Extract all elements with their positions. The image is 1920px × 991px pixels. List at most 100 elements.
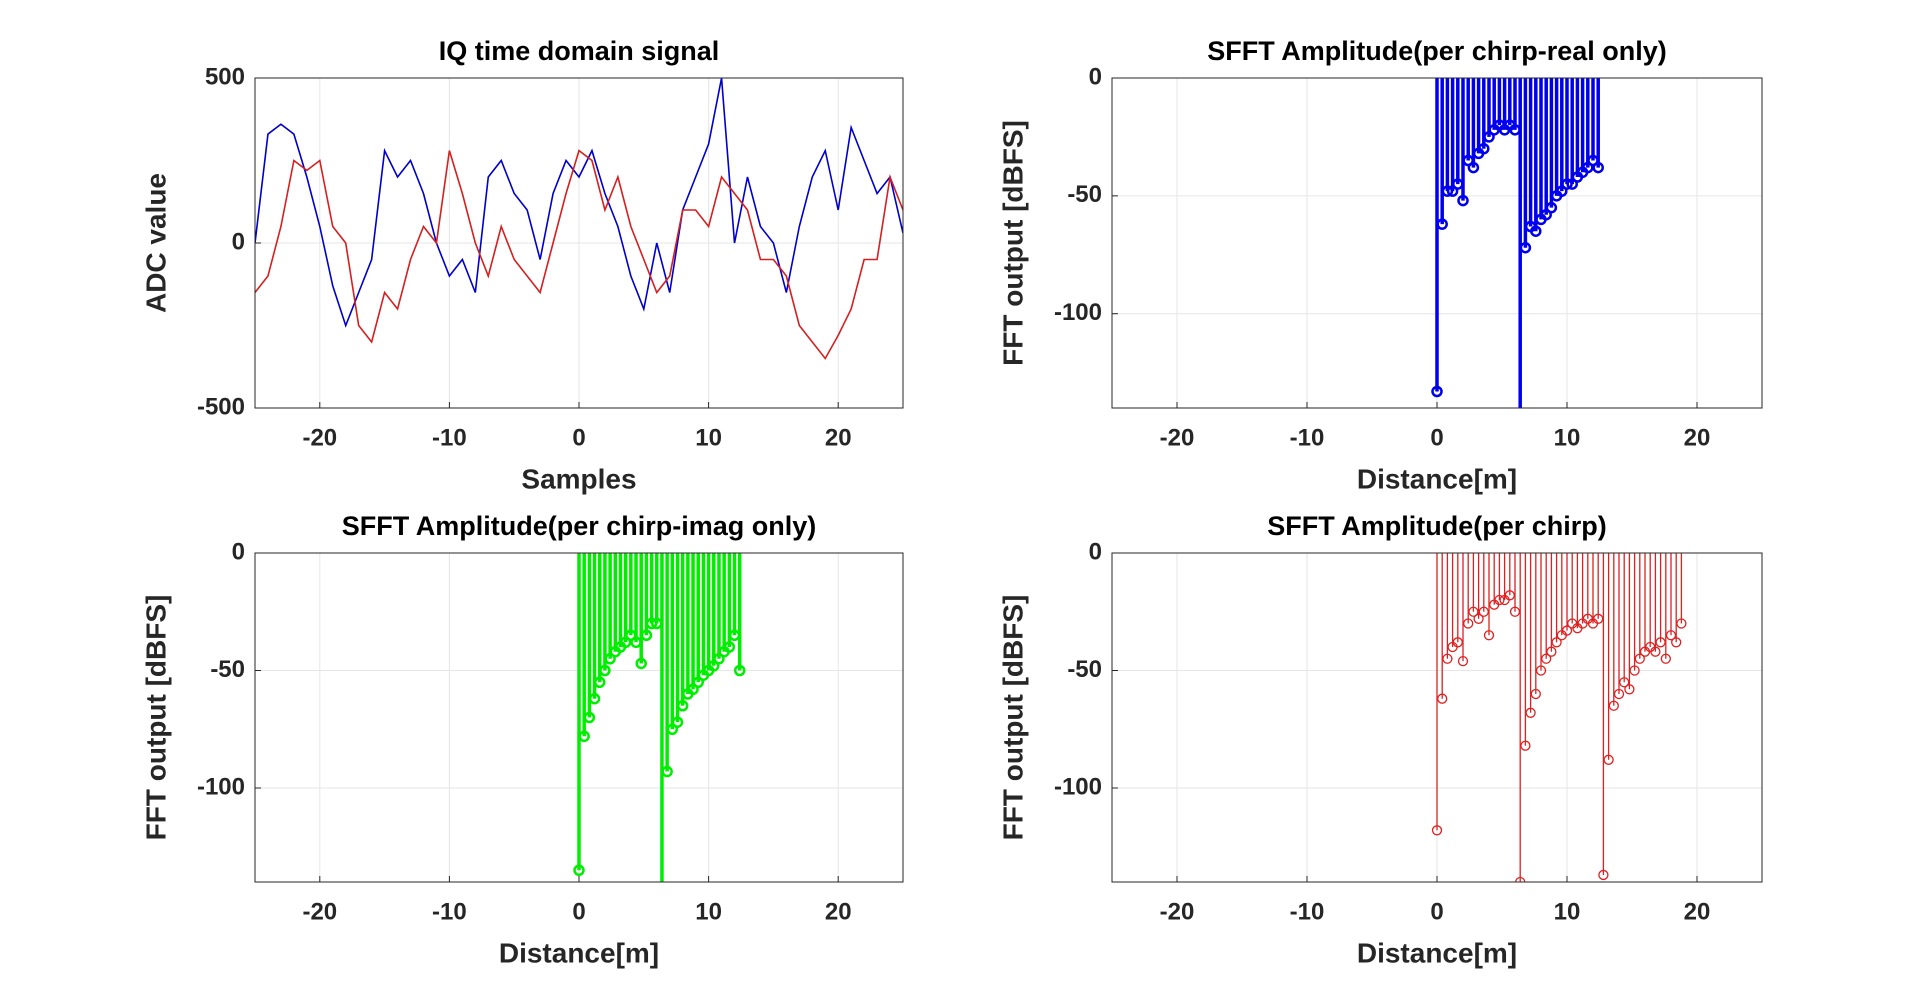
stem-marker: [578, 730, 590, 743]
stem-marker: [635, 657, 647, 670]
x-tick-label: 0: [572, 424, 585, 451]
x-tick-label: -20: [1160, 898, 1195, 925]
stem-marker: [1452, 637, 1463, 648]
stem-marker: [1431, 385, 1443, 398]
stem-marker: [1530, 688, 1541, 700]
stem-marker: [1655, 637, 1666, 648]
stem-marker: [733, 664, 746, 677]
stem-marker: [713, 653, 725, 665]
stem-marker: [1478, 606, 1489, 617]
plot-content: [255, 78, 903, 360]
plot-content: [1431, 553, 1687, 882]
stem-marker: [1660, 653, 1671, 664]
stem-marker: [692, 676, 704, 688]
stem-marker: [604, 653, 616, 665]
stem-marker: [1446, 185, 1459, 197]
stem-marker: [1598, 869, 1609, 881]
y-axis-label: ADC value: [140, 173, 171, 313]
x-tick-label: 20: [1684, 424, 1711, 451]
axes-box: [1111, 552, 1763, 883]
stem-marker: [1546, 646, 1557, 657]
x-tick-label: -20: [1160, 424, 1195, 451]
stem-marker: [1593, 613, 1604, 624]
x-tick-label: 0: [572, 898, 585, 925]
stem-marker: [661, 765, 673, 778]
x-tick-label: -20: [302, 898, 337, 925]
y-axis-label: FFT output [dBFS]: [997, 120, 1028, 366]
stem-marker: [1442, 653, 1453, 664]
stem-marker: [1467, 161, 1480, 174]
y-tick-label: -50: [1067, 656, 1102, 683]
x-tick-label: -10: [432, 424, 467, 451]
stem-marker: [1561, 625, 1573, 636]
stem-marker: [1525, 707, 1536, 718]
stem-marker: [1437, 693, 1448, 704]
stem-marker: [1483, 131, 1495, 143]
stem-marker: [666, 723, 679, 735]
stem-marker: [1566, 178, 1578, 190]
stem-marker: [1468, 606, 1479, 617]
stem-marker: [1478, 142, 1490, 155]
x-axis-label: Distance[m]: [1357, 463, 1517, 494]
stem-marker: [1619, 677, 1630, 688]
y-tick-label: -50: [210, 656, 245, 683]
y-tick-label: 500: [205, 63, 245, 90]
stem-marker: [1509, 606, 1521, 617]
x-axis-label: Distance[m]: [499, 937, 659, 968]
stem-marker: [1515, 876, 1526, 882]
x-axis-label: Distance[m]: [1357, 937, 1517, 968]
stem-marker: [1613, 688, 1625, 700]
y-tick-label: 0: [1089, 63, 1102, 90]
stem-marker: [1676, 618, 1687, 629]
stem-marker: [1634, 653, 1645, 664]
stem-marker: [676, 700, 689, 712]
stem-marker: [1665, 630, 1677, 641]
stem-marker: [1545, 201, 1558, 214]
stem-marker: [583, 711, 596, 724]
chart-title: SFFT Amplitude(per chirp-real only): [1207, 36, 1667, 66]
stem-marker: [1582, 161, 1594, 174]
x-tick-label: -10: [1290, 898, 1325, 925]
stem-marker: [1556, 185, 1568, 197]
signal-line: [255, 78, 903, 328]
stem-marker: [708, 660, 720, 672]
stem-marker: [1624, 684, 1635, 695]
stem-marker: [1592, 161, 1604, 174]
stem-marker: [1540, 208, 1552, 221]
y-axis-label: FFT output [dBFS]: [997, 595, 1028, 841]
stem-marker: [1530, 225, 1542, 237]
stem-marker: [1629, 665, 1640, 676]
axes-box: [1111, 77, 1763, 409]
stem-marker: [1519, 241, 1532, 254]
stem-marker: [1463, 618, 1474, 629]
chart-title: SFFT Amplitude(per chirp-imag only): [342, 511, 817, 541]
x-tick-label: -10: [1290, 424, 1325, 451]
chart-title: IQ time domain signal: [439, 36, 720, 66]
subplot: -20 -10 0 10 20 -500 0 500 IQ time domain signal…: [140, 36, 904, 494]
y-axis-label: FFT output [dBFS]: [140, 595, 171, 841]
axes-box: [254, 77, 904, 409]
x-axis-label: Samples: [521, 463, 636, 494]
signal-line: [255, 149, 903, 360]
x-tick-label: 20: [825, 898, 852, 925]
stem-marker: [1535, 665, 1547, 676]
stem-marker: [1436, 218, 1448, 230]
stem-marker: [1457, 655, 1469, 667]
stem-marker: [1494, 594, 1505, 606]
y-tick-label: -100: [1054, 773, 1102, 800]
stem-marker: [1650, 646, 1661, 657]
axes-box: [254, 552, 904, 883]
x-tick-label: 0: [1430, 424, 1443, 451]
y-tick-label: 0: [232, 538, 245, 565]
stem-marker: [671, 716, 684, 728]
x-tick-label: -20: [302, 424, 337, 451]
y-tick-label: 0: [1089, 538, 1102, 565]
x-tick-label: 10: [1554, 898, 1581, 925]
stem-marker: [593, 676, 606, 688]
stem-marker: [1551, 637, 1562, 648]
x-tick-label: 20: [1684, 898, 1711, 925]
stem-marker: [1504, 590, 1515, 601]
